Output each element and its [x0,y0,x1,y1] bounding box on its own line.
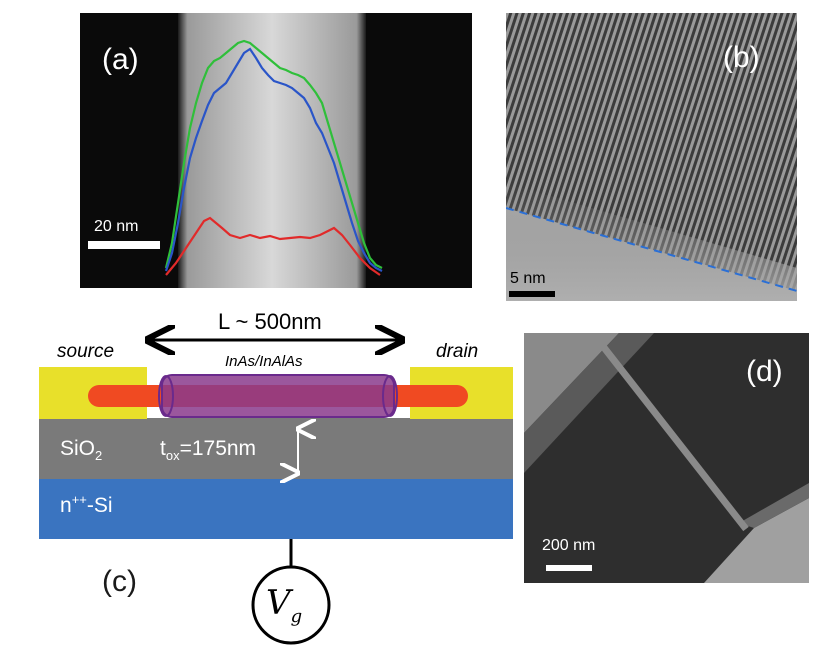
oxide-layer [39,418,513,479]
panel-d-image [524,333,809,583]
panel-a-scale-bar [88,241,160,249]
green-profile [164,39,383,269]
oxide-label: SiO2 [60,437,103,464]
panel-a-stem-image: (a) 20 nm [80,13,472,288]
panel-d-label: (d) [746,355,783,388]
gate-voltage-source [251,565,331,645]
nanowire-shell [158,374,398,418]
panel-b-label: (b) [723,41,760,74]
panel-b-scale-bar [509,291,555,297]
substrate-layer [39,477,513,539]
panel-d-scale-text: 200 nm [542,537,596,554]
panel-a-scale-text: 20 nm [94,218,139,235]
panel-c-diagram [39,305,513,645]
panel-d-scale-bar [546,565,592,571]
panel-c-label: (c) [102,565,137,598]
nanowire [599,342,749,532]
drain-label: drain [436,341,479,362]
nanowire-cross-section [178,13,366,288]
panel-b-hrtem-image: (b) 5 nm [506,13,797,301]
oxide-thickness-label: tox=175nm [160,437,257,464]
blue-profile [164,47,383,272]
interface-dashed-line [506,207,797,292]
panel-a-image [88,13,383,288]
length-label: L ~ 500nm [218,309,322,334]
panel-a-label: (a) [102,43,139,76]
red-profile [165,216,381,276]
nanowire-label: InAs/InAlAs [225,353,303,370]
panel-d-sem-image: (d) 200 nm [524,333,809,583]
source-label: source [57,341,115,362]
substrate-label: n++-Si [60,492,113,517]
panel-c-device-schematic: L ~ 500nm source drain InAs/InAlAs SiO2 … [0,305,520,659]
gate-voltage-label: Vg [266,583,303,627]
lower-right-electrode [704,498,809,583]
panel-b-scale-text: 5 nm [510,270,546,287]
panel-b-image [506,13,797,301]
